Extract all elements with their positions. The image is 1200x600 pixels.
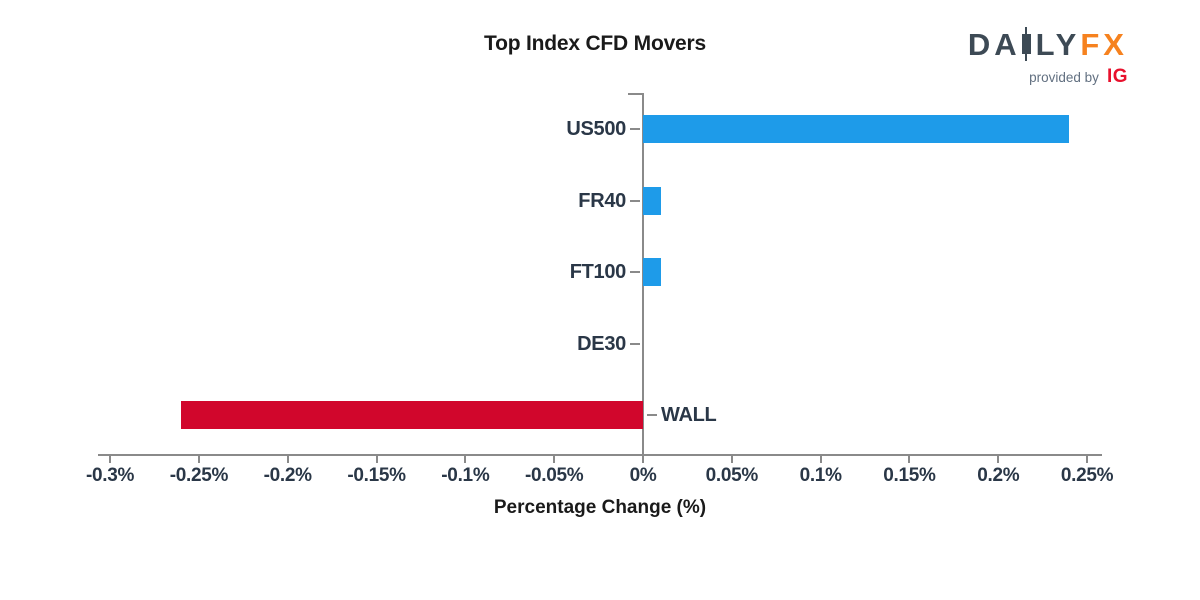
y-tick [647,414,657,416]
plot-area: -0.3% -0.25% -0.2% -0.15% -0.1% -0.05% 0% 0.05%… [86,93,1114,486]
x-tick-label: 0.2% [977,465,1020,486]
x-tick-label: 0.05% [705,465,759,486]
x-tick-label: 0.25% [1060,465,1114,486]
x-axis-title: Percentage Change (%) [493,497,707,518]
candlestick-body [1021,34,1031,54]
x-tick [197,454,200,463]
x-tick [908,454,911,463]
bar-label-ft100: FT100 [569,261,627,283]
x-tick [1086,454,1089,463]
x-tick-label: -0.1% [441,465,490,486]
bar-wall [181,401,643,429]
x-tick-label: 0.15% [883,465,936,486]
x-tick [642,454,644,463]
provided-by-label: provided by [1029,69,1099,85]
x-tick [553,454,556,463]
candlestick-icon [1021,27,1031,61]
x-tick-label: -0.05% [524,465,584,486]
x-tick [375,454,378,463]
logo-text-ly: LY [1035,26,1081,62]
x-tick [997,454,1000,463]
x-tick [109,454,112,463]
x-tick [819,454,822,463]
logo-text-fx: FX [1080,26,1128,62]
x-tick-label: -0.2% [263,465,312,486]
y-axis-top-cap [628,93,642,95]
bar-label-us500: US500 [566,118,626,140]
bar-us500 [643,115,1070,143]
bar-fr40 [643,186,661,215]
chart-title: Top Index CFD Movers [484,32,706,55]
dailyfx-wordmark: DA LY FX [968,27,1128,61]
bar-label-fr40: FR40 [578,189,626,212]
x-axis-line [98,454,1102,456]
x-tick-label: 0% [629,465,657,486]
x-tick-label: -0.25% [169,465,229,486]
x-tick-label: -0.3% [86,465,135,486]
dailyfx-logo: DA LY FX provided by IG [968,27,1128,88]
logo-subline: provided by IG [968,66,1128,88]
y-tick [630,199,640,202]
bar-label-de30: DE30 [577,332,626,355]
y-tick [630,271,640,273]
y-tick [630,342,640,345]
ig-logo: IG [1106,66,1128,87]
x-tick-label: -0.15% [347,465,406,486]
y-tick [630,128,640,130]
x-tick [464,454,467,463]
bar-ft100 [643,258,661,286]
x-tick-label: 0.1% [799,465,842,486]
bar-label-wall: WALL [661,404,717,426]
x-tick [286,454,289,463]
x-tick [730,454,733,463]
logo-text-da: DA [967,26,1021,62]
